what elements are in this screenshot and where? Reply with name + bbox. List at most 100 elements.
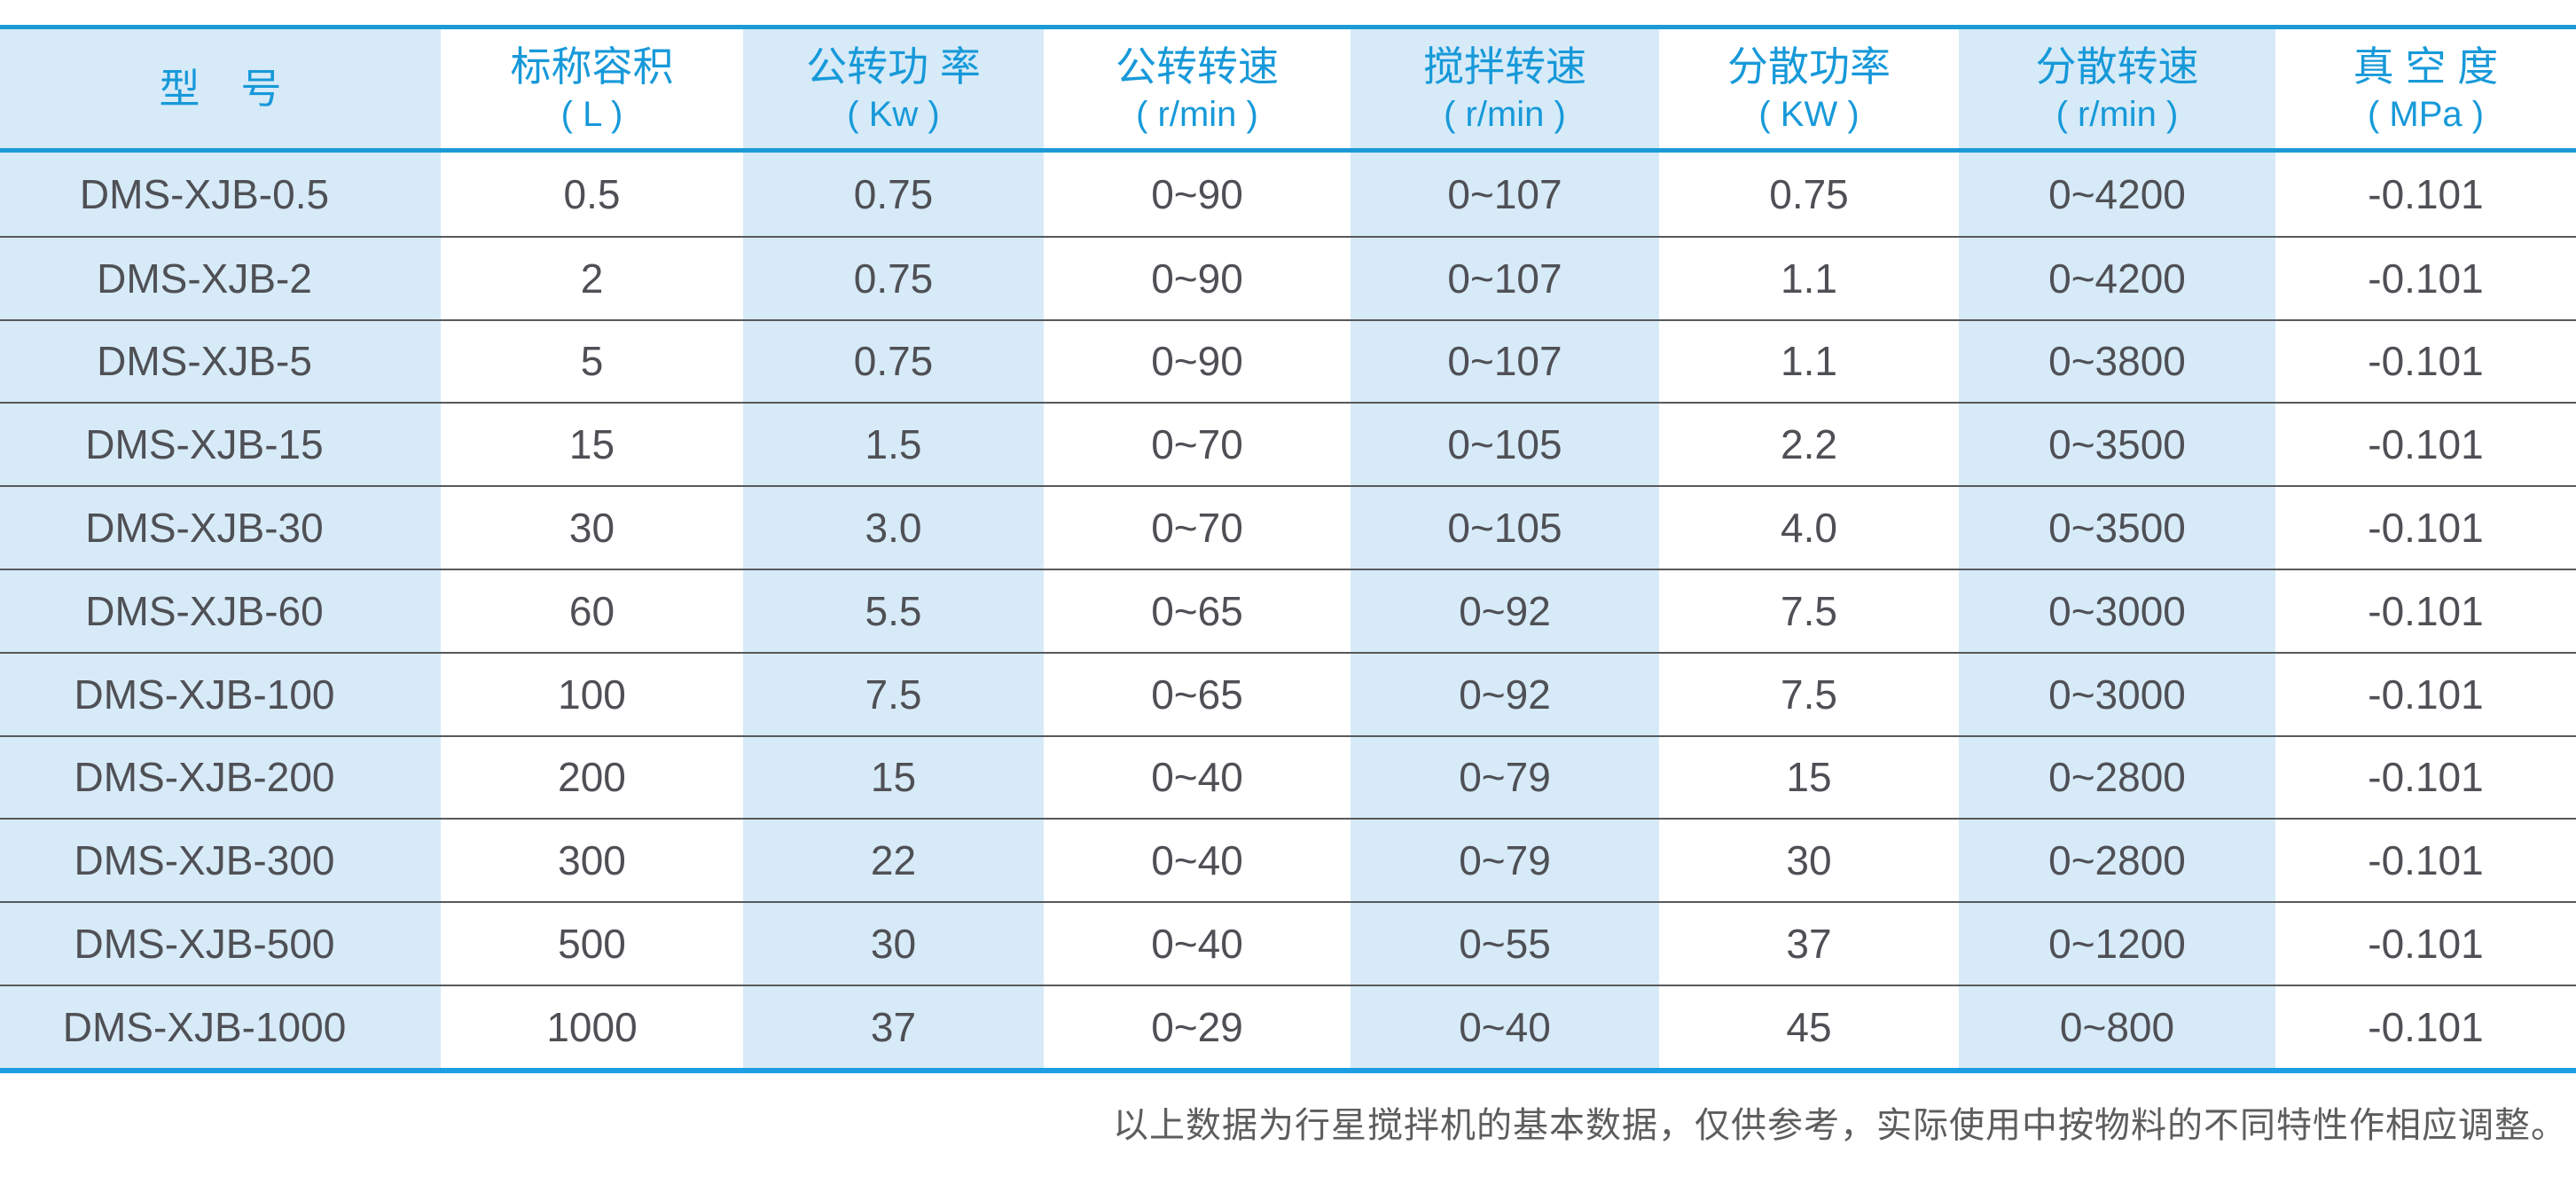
value-cell: -0.101 [2275,569,2576,652]
value-cell: 0~40 [1044,820,1351,902]
value-cell: 4.0 [1659,487,1959,569]
value-cell: 0.75 [1659,153,1959,236]
value-cell: 0~2800 [1959,820,2275,902]
header-cell-model: 型 号 [0,29,441,148]
value-cell: 0~79 [1351,736,1659,819]
value-cell: 15 [743,736,1044,819]
value-cell: 60 [441,569,743,652]
value-cell: 22 [743,820,1044,902]
table-row: DMS-XJB-100 100 7.5 0~65 0~92 7.5 0~3000 -0.101 [0,651,2576,735]
model-cell: DMS-XJB-0.5 [0,153,441,236]
value-cell: -0.101 [2275,237,2576,319]
value-cell: 0~40 [1044,736,1351,819]
value-cell: 0~4200 [1959,153,2275,236]
header-label: 分散转速 [2035,43,2199,90]
table-row: DMS-XJB-200 200 15 0~40 0~79 15 0~2800 -0.101 [0,734,2576,819]
model-cell: DMS-XJB-15 [0,404,441,486]
header-cell-dispersion-power: 分散功率 ( KW ) [1659,29,1959,148]
model-cell: DMS-XJB-200 [0,736,441,819]
header-unit: ( Kw ) [847,95,940,134]
value-cell: 0~3500 [1959,487,2275,569]
value-cell: 0~90 [1044,320,1351,403]
table-row: DMS-XJB-300 300 22 0~40 0~79 30 0~2800 -0.101 [0,818,2576,902]
header-unit: ( r/min ) [1444,95,1566,134]
value-cell: 0~90 [1044,237,1351,319]
header-unit: ( MPa ) [2367,95,2485,134]
header-cell-dispersion-speed: 分散转速 ( r/min ) [1959,29,2275,148]
model-cell: DMS-XJB-300 [0,820,441,902]
footer-note: 以上数据为行星搅拌机的基本数据，仅供参考，实际使用中按物料的不同特性作相应调整。 [1113,1104,2567,1145]
model-cell: DMS-XJB-60 [0,569,441,652]
value-cell: 0~107 [1351,237,1659,319]
value-cell: -0.101 [2275,820,2576,902]
value-cell: 0~800 [1959,985,2275,1068]
planetary-mixer-spec-sheet: 型 号 标称容积 ( L ) 公转功 率 ( Kw ) 公转转速 ( r/min… [0,25,2576,1177]
value-cell: 0~2800 [1959,736,2275,819]
header-label: 真 空 度 [2353,43,2499,90]
table-row: DMS-XJB-500 500 30 0~40 0~55 37 0~1200 -0.101 [0,901,2576,985]
table-header-row: 型 号 标称容积 ( L ) 公转功 率 ( Kw ) 公转转速 ( r/min… [0,29,2576,153]
value-cell: 7.5 [743,653,1044,735]
value-cell: -0.101 [2275,903,2576,985]
value-cell: 100 [441,653,743,735]
value-cell: 0~70 [1044,404,1351,486]
value-cell: 0~105 [1351,404,1659,486]
header-label: 公转功 率 [806,43,981,90]
value-cell: -0.101 [2275,653,2576,735]
table-body: DMS-XJB-0.5 0.5 0.75 0~90 0~107 0.75 0~4200 -0.… [0,153,2576,1068]
value-cell: -0.101 [2275,320,2576,403]
header-unit: ( KW ) [1758,95,1860,134]
value-cell: 0.75 [743,320,1044,403]
value-cell: 0~70 [1044,487,1351,569]
value-cell: 200 [441,736,743,819]
spec-table: 型 号 标称容积 ( L ) 公转功 率 ( Kw ) 公转转速 ( r/min… [0,25,2576,1073]
header-cell-revolution-power: 公转功 率 ( Kw ) [743,29,1044,148]
value-cell: 0~105 [1351,487,1659,569]
value-cell: 0.5 [441,153,743,236]
value-cell: 0~79 [1351,820,1659,902]
header-unit: ( r/min ) [1136,95,1258,134]
model-cell: DMS-XJB-500 [0,903,441,985]
table-row: DMS-XJB-60 60 5.5 0~65 0~92 7.5 0~3000 -0.101 [0,568,2576,652]
header-unit: ( r/min ) [2055,95,2179,134]
header-label: 型 号 [159,66,282,112]
header-label: 标称容积 [510,43,674,90]
value-cell: 500 [441,903,743,985]
value-cell: 0~40 [1351,985,1659,1068]
table-row: DMS-XJB-5 5 0.75 0~90 0~107 1.1 0~3800 -0.101 [0,318,2576,403]
value-cell: 0.75 [743,237,1044,319]
value-cell: 0~4200 [1959,237,2275,319]
header-label: 公转转速 [1116,43,1279,90]
value-cell: 37 [743,985,1044,1068]
value-cell: 0~55 [1351,903,1659,985]
header-unit: ( L ) [560,95,623,134]
value-cell: 0~3800 [1959,320,2275,403]
value-cell: 0~65 [1044,569,1351,652]
value-cell: -0.101 [2275,736,2576,819]
value-cell: 1000 [441,985,743,1068]
table-row: DMS-XJB-1000 1000 37 0~29 0~40 45 0~800 -0.101 [0,984,2576,1068]
model-cell: DMS-XJB-1000 [0,985,441,1068]
table-row: DMS-XJB-0.5 0.5 0.75 0~90 0~107 0.75 0~4200 -0.… [0,153,2576,236]
value-cell: 0~92 [1351,569,1659,652]
value-cell: 0.75 [743,153,1044,236]
value-cell: 1.1 [1659,237,1959,319]
value-cell: 0~107 [1351,153,1659,236]
value-cell: 0~1200 [1959,903,2275,985]
table-row: DMS-XJB-2 2 0.75 0~90 0~107 1.1 0~4200 -0.101 [0,235,2576,319]
value-cell: 0~3500 [1959,404,2275,486]
model-cell: DMS-XJB-30 [0,487,441,569]
header-cell-vacuum: 真 空 度 ( MPa ) [2275,29,2576,148]
header-cell-revolution-speed: 公转转速 ( r/min ) [1044,29,1351,148]
value-cell: 0~3000 [1959,569,2275,652]
table-row: DMS-XJB-15 15 1.5 0~70 0~105 2.2 0~3500 -0.101 [0,402,2576,486]
header-label: 分散功率 [1727,43,1891,90]
value-cell: 15 [441,404,743,486]
model-cell: DMS-XJB-5 [0,320,441,403]
value-cell: -0.101 [2275,153,2576,236]
value-cell: 0~40 [1044,903,1351,985]
value-cell: 7.5 [1659,653,1959,735]
value-cell: 0~65 [1044,653,1351,735]
value-cell: 0~107 [1351,320,1659,403]
value-cell: 45 [1659,985,1959,1068]
